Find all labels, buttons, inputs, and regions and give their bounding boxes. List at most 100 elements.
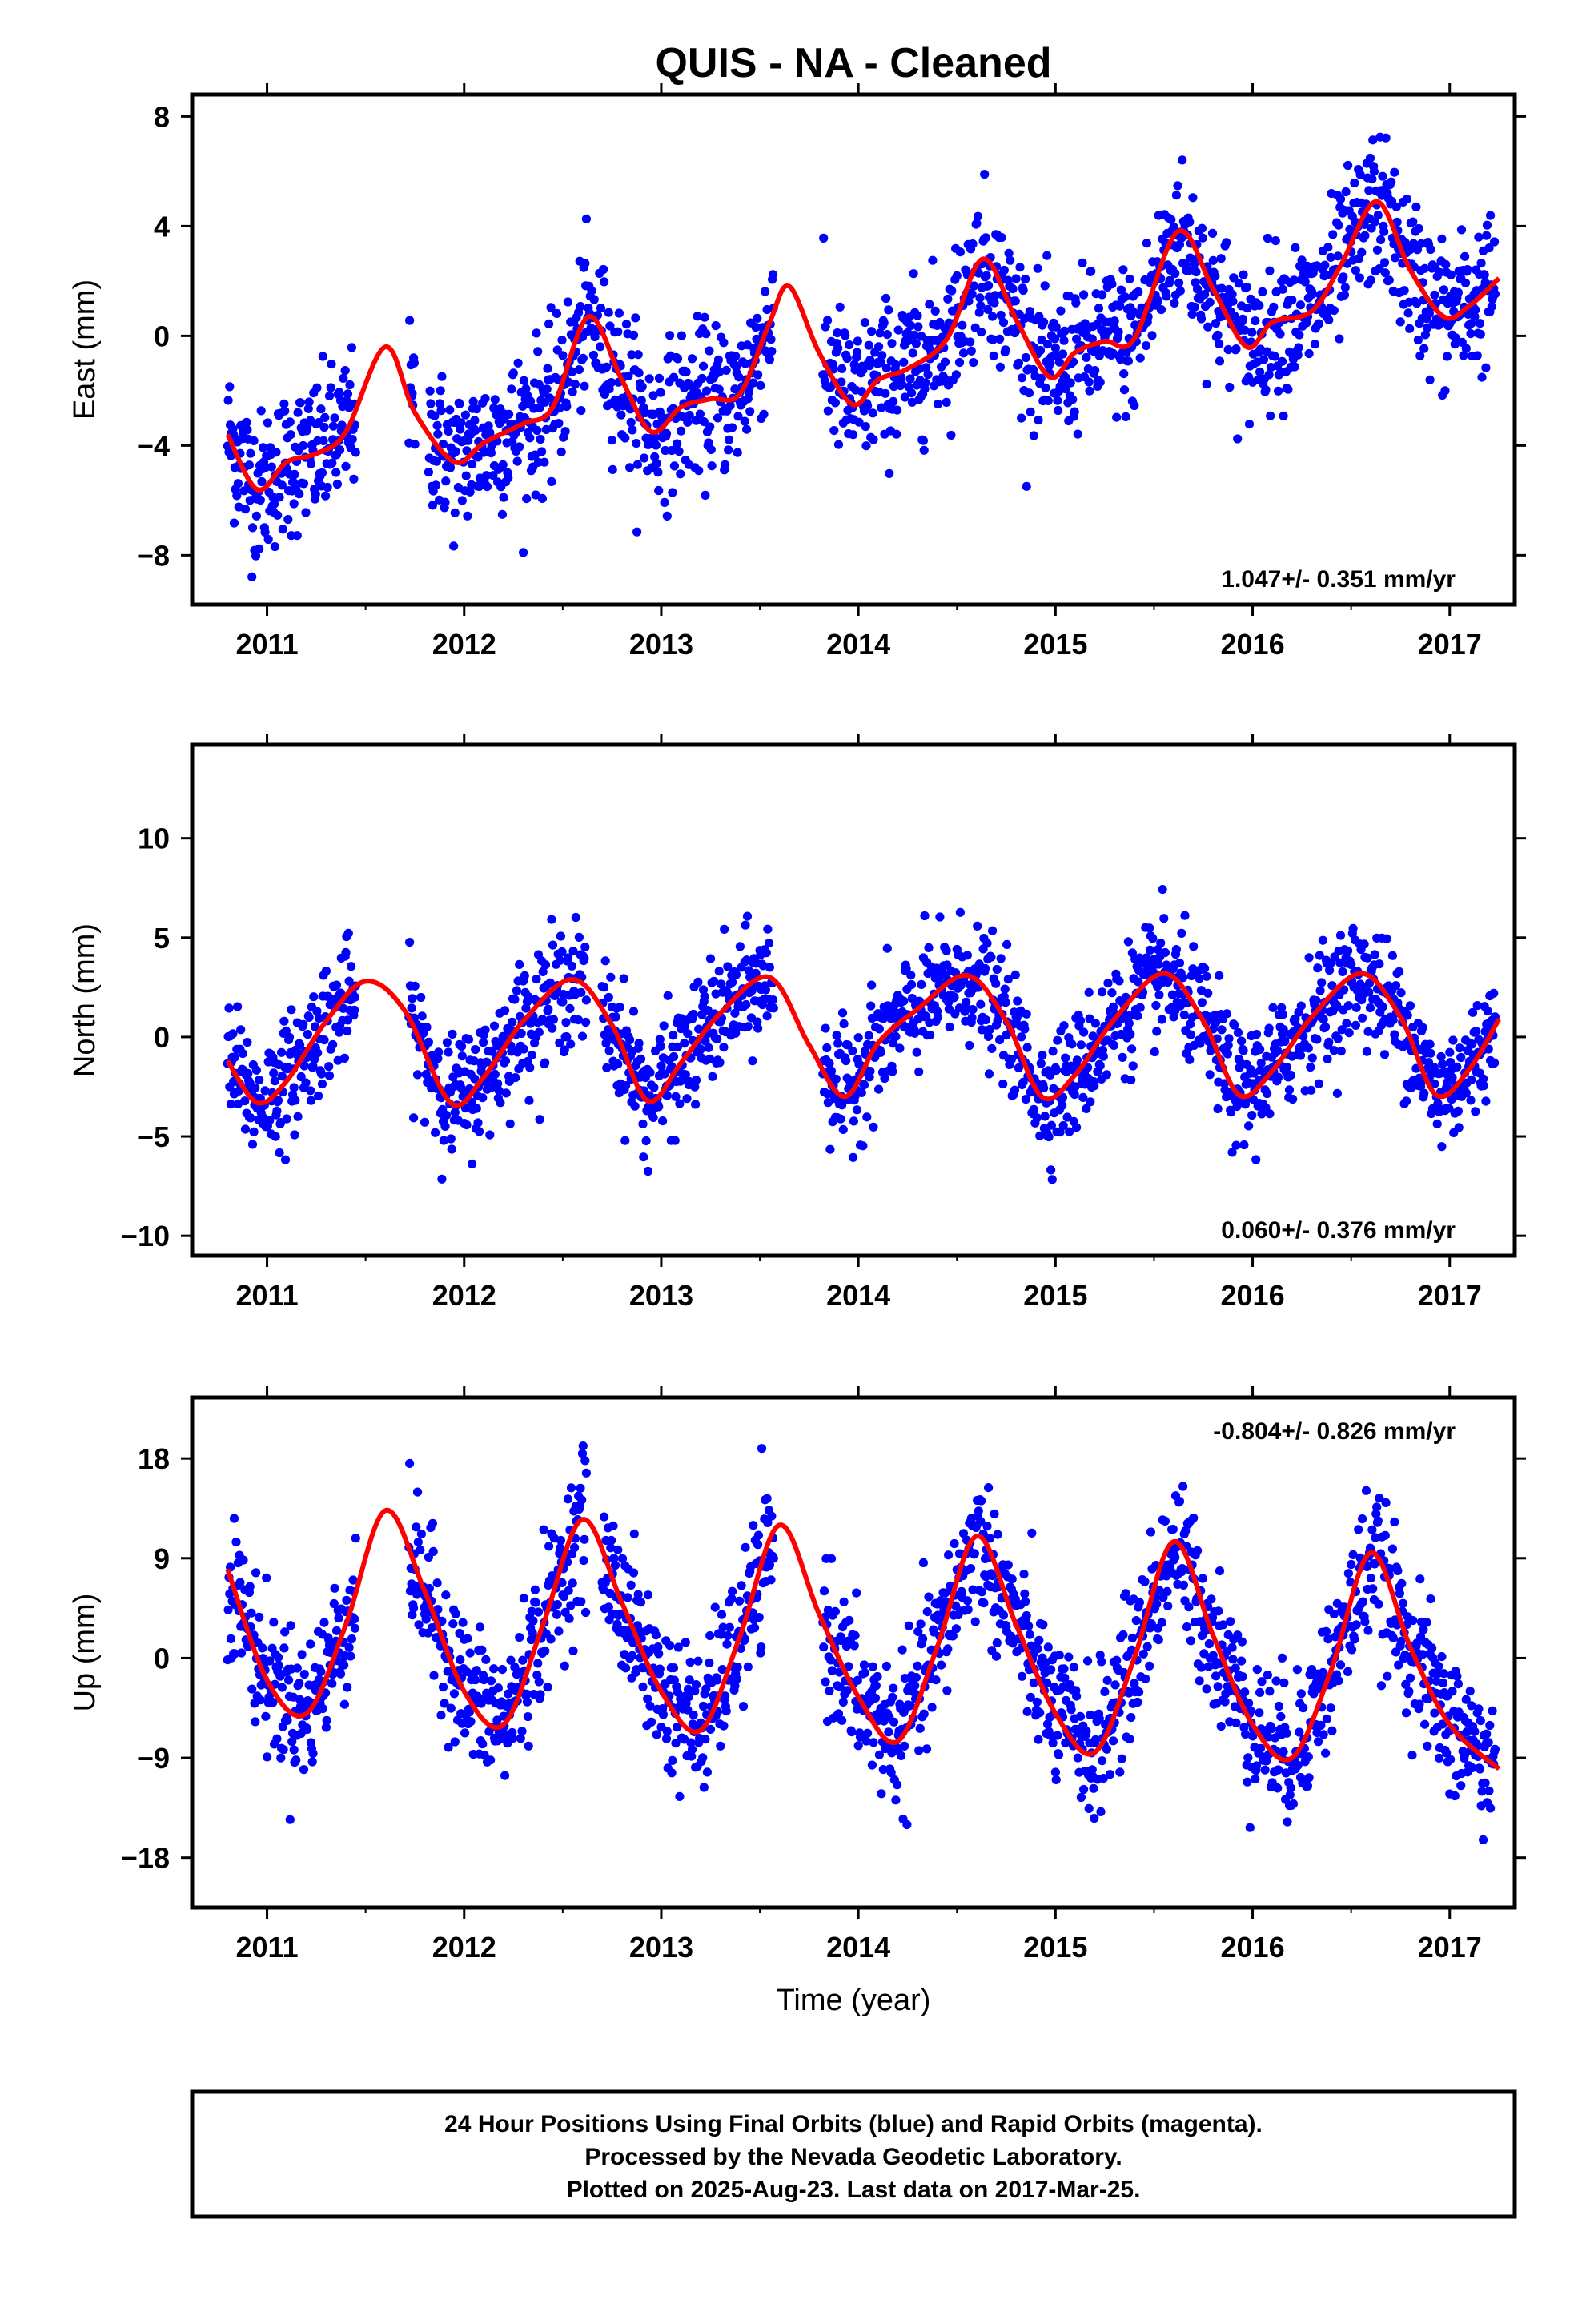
up-point bbox=[913, 1626, 923, 1637]
up-point bbox=[540, 1646, 550, 1656]
up-point bbox=[821, 1677, 830, 1687]
east-point bbox=[1278, 284, 1287, 294]
up-point bbox=[723, 1630, 733, 1641]
east-point bbox=[636, 396, 646, 405]
east-point bbox=[1384, 275, 1394, 285]
up-point bbox=[527, 1606, 536, 1616]
up-point bbox=[716, 1741, 725, 1751]
north-point bbox=[917, 979, 926, 989]
east-point bbox=[867, 327, 877, 336]
up-point bbox=[274, 1660, 283, 1671]
north-point bbox=[1062, 1112, 1072, 1122]
north-point bbox=[1067, 1039, 1077, 1049]
north-point bbox=[1251, 1030, 1262, 1039]
north-point bbox=[273, 1096, 283, 1105]
east-point bbox=[673, 354, 683, 364]
east-point bbox=[270, 499, 279, 509]
east-point bbox=[581, 214, 592, 223]
north-point bbox=[955, 907, 965, 917]
east-point bbox=[1264, 370, 1274, 380]
east-point bbox=[1068, 395, 1078, 404]
east-point bbox=[908, 348, 917, 358]
north-point bbox=[1370, 950, 1379, 959]
north-point bbox=[1317, 978, 1327, 987]
up-point bbox=[891, 1795, 901, 1805]
north-point bbox=[705, 954, 716, 963]
north-point bbox=[761, 948, 771, 958]
up-point bbox=[919, 1709, 929, 1719]
east-point bbox=[226, 451, 235, 460]
up-point bbox=[348, 1575, 358, 1585]
north-point bbox=[841, 1055, 851, 1066]
north-point bbox=[1255, 1045, 1265, 1055]
north-point bbox=[464, 1035, 474, 1044]
east-point bbox=[596, 342, 605, 352]
east-point bbox=[1324, 315, 1334, 324]
north-point bbox=[249, 1127, 259, 1136]
up-point bbox=[554, 1626, 564, 1636]
east-point bbox=[1215, 356, 1225, 366]
north-point bbox=[347, 962, 356, 971]
y-tick-label: 8 bbox=[154, 100, 170, 133]
up-point bbox=[258, 1643, 267, 1653]
north-point bbox=[628, 1007, 639, 1016]
east-point bbox=[637, 382, 647, 392]
up-point bbox=[993, 1530, 1002, 1539]
north-point bbox=[408, 994, 417, 1003]
north-point bbox=[1200, 963, 1210, 973]
up-point bbox=[319, 1618, 329, 1627]
up-point bbox=[1054, 1651, 1064, 1660]
east-point bbox=[1255, 300, 1264, 310]
up-point bbox=[578, 1441, 588, 1451]
east-point bbox=[1487, 302, 1496, 312]
east-point bbox=[468, 396, 478, 406]
north-point bbox=[1223, 1040, 1233, 1050]
north-point bbox=[265, 1116, 275, 1125]
north-point bbox=[1280, 1036, 1290, 1047]
east-point bbox=[1058, 349, 1067, 359]
north-point bbox=[1438, 1059, 1447, 1069]
east-points bbox=[223, 132, 1500, 581]
north-point bbox=[1223, 1049, 1232, 1059]
north-point bbox=[1278, 1010, 1287, 1019]
up-point bbox=[506, 1655, 516, 1665]
east-point bbox=[1247, 328, 1257, 337]
north-point bbox=[540, 1058, 550, 1068]
east-point bbox=[1187, 309, 1197, 319]
east-point bbox=[444, 427, 453, 436]
up-point bbox=[1072, 1691, 1082, 1701]
east-point bbox=[321, 491, 331, 501]
up-point bbox=[437, 1616, 447, 1626]
north-point bbox=[1247, 1111, 1257, 1120]
east-point bbox=[1258, 287, 1267, 296]
east-point bbox=[669, 461, 680, 471]
east-point bbox=[654, 485, 664, 496]
east-point bbox=[751, 322, 761, 332]
north-point bbox=[764, 939, 774, 948]
east-point bbox=[1403, 308, 1413, 318]
up-point bbox=[552, 1610, 562, 1619]
up-point bbox=[913, 1661, 922, 1671]
north-point bbox=[1195, 1039, 1205, 1048]
east-point bbox=[436, 406, 446, 416]
north-point bbox=[1017, 1032, 1026, 1042]
east-point bbox=[652, 459, 661, 468]
east-point bbox=[759, 409, 769, 419]
east-point bbox=[1033, 263, 1042, 273]
up-point bbox=[671, 1739, 681, 1748]
east-point bbox=[975, 293, 985, 303]
north-point bbox=[1076, 1040, 1086, 1050]
north-point bbox=[287, 1005, 296, 1015]
up-point bbox=[1214, 1606, 1223, 1616]
up-point bbox=[655, 1664, 665, 1674]
north-point bbox=[535, 1115, 544, 1124]
east-point bbox=[1050, 343, 1060, 353]
up-point bbox=[481, 1655, 491, 1664]
east-point bbox=[1196, 314, 1207, 324]
north-point bbox=[238, 1049, 247, 1059]
north-point bbox=[581, 995, 592, 1005]
x-tick-label: 2013 bbox=[629, 1279, 693, 1312]
north-rate-label: 0.060+/- 0.376 mm/yr bbox=[1221, 1217, 1456, 1244]
north-point bbox=[1312, 1035, 1322, 1044]
east-point bbox=[1335, 195, 1346, 204]
